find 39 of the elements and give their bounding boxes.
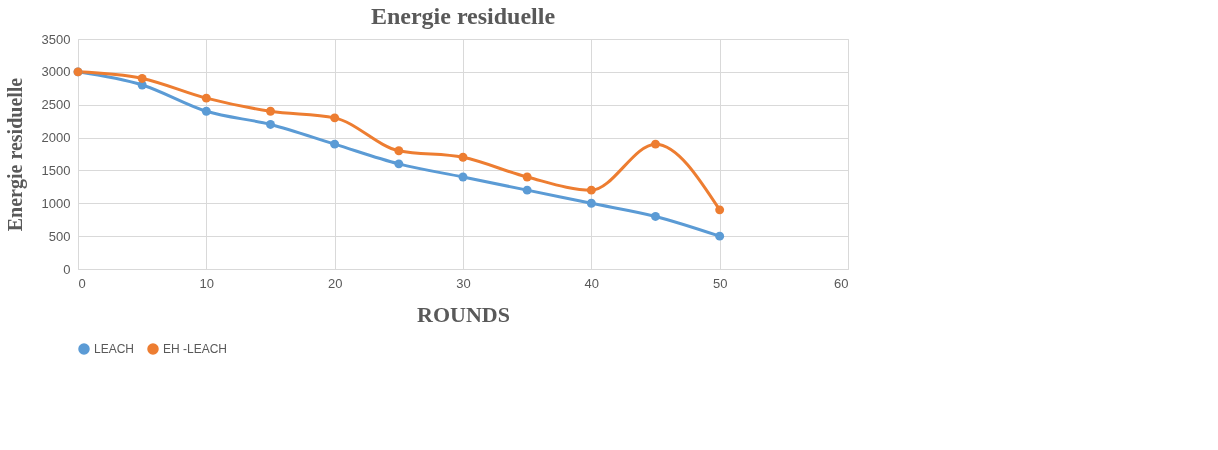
point (330, 139, 340, 149)
point (266, 106, 275, 116)
point (715, 205, 725, 215)
y-tick-label: 0 (63, 261, 71, 277)
point (522, 172, 532, 182)
y-tick-label: 2000 (41, 130, 71, 146)
x-tick-label: 30 (456, 275, 471, 291)
y-axis-title: Energie residuelle (3, 77, 27, 232)
x-tick-label: 20 (327, 275, 343, 291)
y-tick-label: 2500 (41, 97, 71, 113)
x-axis-title: ROUNDS (417, 301, 510, 327)
point (651, 211, 660, 221)
point (201, 93, 211, 103)
y-tick-label: 1500 (41, 162, 71, 178)
point (586, 198, 596, 208)
point (394, 146, 404, 156)
x-tick-label: 10 (199, 275, 215, 291)
point (586, 185, 596, 195)
x-tick-label: 50 (712, 275, 728, 291)
point (330, 113, 340, 123)
point (458, 152, 468, 162)
point (522, 185, 532, 195)
y-tick-label: 3000 (41, 64, 71, 80)
point (201, 106, 211, 116)
point (137, 73, 147, 83)
chart-title: Energie residuelle (370, 3, 556, 29)
legend-label: EH -LEACH (163, 342, 228, 356)
x-tick-label: 0 (78, 275, 86, 291)
y-tick-label: 1000 (41, 195, 71, 211)
legend-label: LEACH (94, 342, 135, 356)
x-tick-label: 40 (584, 275, 600, 291)
y-tick-label: 500 (48, 228, 71, 244)
y-tick-label: 3500 (41, 31, 71, 47)
point (715, 231, 725, 241)
point (394, 159, 404, 169)
x-tick-label: 60 (834, 275, 849, 291)
point (458, 172, 468, 182)
point (266, 119, 275, 129)
point (651, 139, 660, 149)
